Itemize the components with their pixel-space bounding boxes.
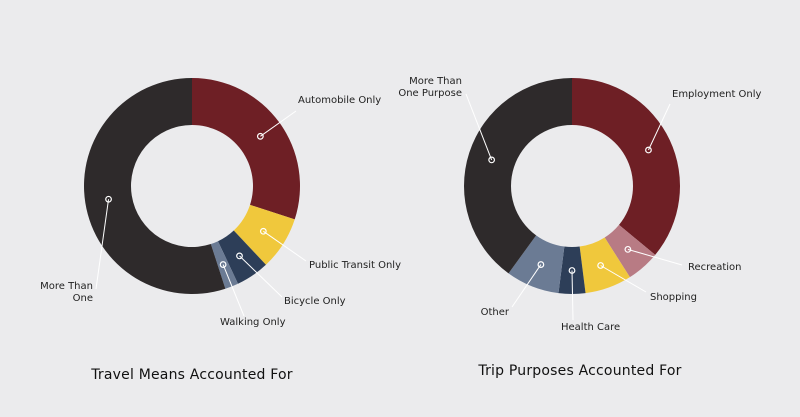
leader-line-health-care — [571, 270, 574, 321]
leader-line-more-than-one-purpose — [465, 93, 493, 161]
travel-means-donut-chart: Automobile Only Public Transit Only Bicycl… — [40, 78, 401, 328]
leader-line-public-transit-only — [263, 230, 307, 262]
slice-marker-recreation — [624, 245, 632, 253]
slice-label-bicycle-only: Bicycle Only — [284, 296, 346, 307]
slice-label-employment-only: Employment Only — [672, 89, 762, 100]
slice-other — [508, 235, 565, 294]
slice-label-recreation: Recreation — [688, 262, 741, 273]
slice-label-walking-only: Walking Only — [220, 317, 286, 328]
slice-marker-automobile-only — [256, 132, 264, 140]
leader-line-more-than-one — [95, 199, 110, 290]
slice-label-health-care: Health Care — [561, 322, 620, 333]
leader-line-recreation — [627, 248, 683, 266]
slice-more-than-one — [84, 78, 226, 294]
slice-label-more-than-one-purpose-line-1: More Than — [409, 76, 462, 87]
trip-purposes-title: Trip Purposes Accounted For — [477, 363, 681, 379]
slice-public-transit-only — [233, 204, 295, 265]
slice-marker-public-transit-only — [259, 227, 267, 235]
slice-marker-other — [537, 261, 545, 268]
travel-means-title: Travel Means Accounted For — [90, 367, 293, 383]
slice-label-more-than-one-purpose-line-2: One Purpose — [398, 88, 462, 99]
leader-line-automobile-only — [260, 110, 297, 137]
slice-marker-employment-only — [645, 146, 652, 154]
slice-shopping — [579, 237, 630, 294]
slice-marker-walking-only — [219, 261, 227, 268]
slice-label-more-than-one-line-2: One — [73, 293, 93, 304]
slice-automobile-only — [192, 78, 300, 220]
slice-walking-only — [210, 241, 238, 289]
leader-line-bicycle-only — [239, 255, 283, 298]
slice-marker-health-care — [568, 267, 576, 274]
slice-label-automobile-only: Automobile Only — [298, 95, 381, 106]
slice-marker-more-than-one-purpose — [488, 156, 496, 164]
slice-more-than-one-purpose — [463, 78, 572, 274]
slice-employment-only — [572, 78, 681, 255]
trip-purposes-donut-chart: Employment Only Recreation Shopping Health … — [398, 76, 761, 333]
leader-line-shopping — [600, 265, 647, 293]
slice-label-other: Other — [481, 307, 510, 318]
slice-label-public-transit-only: Public Transit Only — [309, 260, 401, 271]
slice-label-more-than-one-line-1: More Than — [40, 281, 93, 292]
slice-marker-more-than-one — [105, 195, 112, 203]
slice-marker-shopping — [597, 262, 605, 269]
leader-line-other — [511, 264, 542, 308]
slice-health-care — [558, 246, 586, 295]
leader-line-employment-only — [648, 103, 671, 151]
leader-line-walking-only — [222, 264, 245, 317]
slice-label-shopping: Shopping — [650, 292, 697, 303]
slice-marker-bicycle-only — [236, 252, 243, 260]
